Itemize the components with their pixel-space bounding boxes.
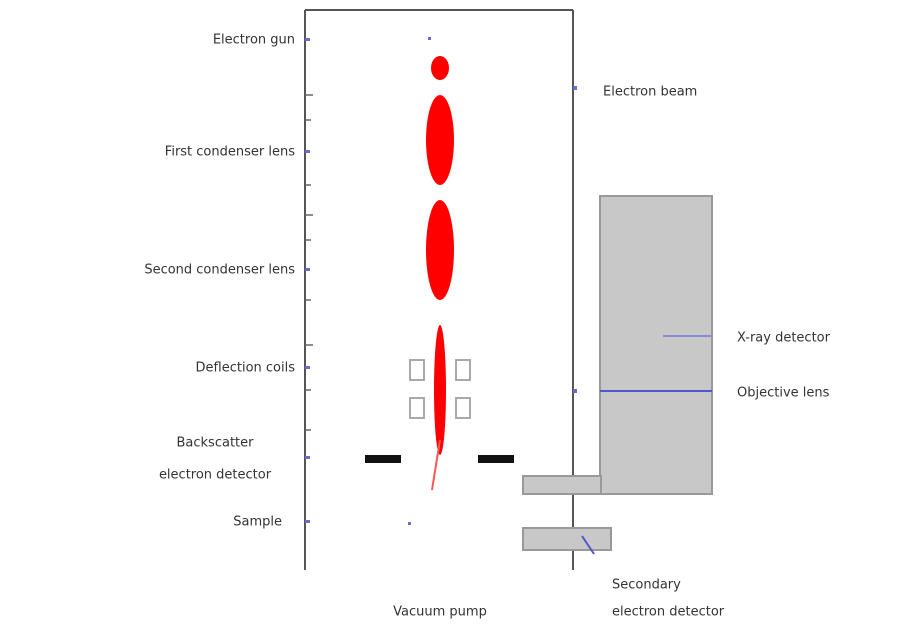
label: X-ray detector (737, 331, 831, 346)
label: Objective lens (737, 386, 830, 401)
backscatter-detector (365, 455, 514, 463)
deflection-coils (409, 359, 471, 419)
frame (304, 9, 574, 570)
label: Electron gun (213, 33, 295, 48)
label: Vacuum pump (393, 605, 487, 620)
label: Sample (233, 515, 282, 530)
label: Secondary (612, 578, 681, 593)
label: Second condenser lens (144, 263, 295, 278)
label: electron detector (612, 605, 725, 620)
label: First condenser lens (165, 145, 295, 160)
objective-housing (522, 195, 713, 555)
electron-beam (426, 56, 454, 491)
label: Deflection coils (196, 361, 296, 376)
label: Backscatter (177, 436, 255, 451)
label: Electron beam (603, 85, 697, 100)
pointer-dots (305, 37, 577, 525)
label: electron detector (159, 468, 272, 483)
